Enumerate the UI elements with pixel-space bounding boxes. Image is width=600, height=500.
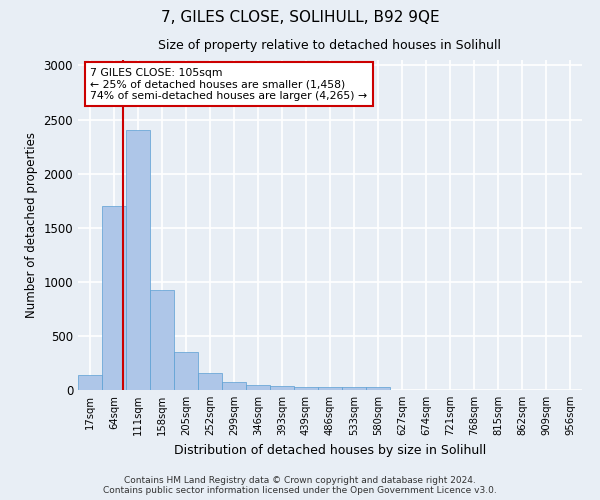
Bar <box>102 206 126 390</box>
Bar <box>246 384 270 390</box>
Bar <box>366 387 390 390</box>
Bar <box>222 382 246 390</box>
X-axis label: Distribution of detached houses by size in Solihull: Distribution of detached houses by size … <box>174 444 486 456</box>
Bar <box>78 375 102 390</box>
Text: Contains HM Land Registry data © Crown copyright and database right 2024.
Contai: Contains HM Land Registry data © Crown c… <box>103 476 497 495</box>
Text: 7 GILES CLOSE: 105sqm
← 25% of detached houses are smaller (1,458)
74% of semi-d: 7 GILES CLOSE: 105sqm ← 25% of detached … <box>90 68 367 101</box>
Bar <box>270 386 294 390</box>
Bar <box>342 387 366 390</box>
Bar <box>294 388 318 390</box>
Y-axis label: Number of detached properties: Number of detached properties <box>25 132 38 318</box>
Bar <box>318 388 342 390</box>
Bar <box>174 352 198 390</box>
Bar <box>126 130 150 390</box>
Bar <box>198 372 222 390</box>
Bar <box>150 290 174 390</box>
Title: Size of property relative to detached houses in Solihull: Size of property relative to detached ho… <box>158 39 502 52</box>
Text: 7, GILES CLOSE, SOLIHULL, B92 9QE: 7, GILES CLOSE, SOLIHULL, B92 9QE <box>161 10 439 25</box>
